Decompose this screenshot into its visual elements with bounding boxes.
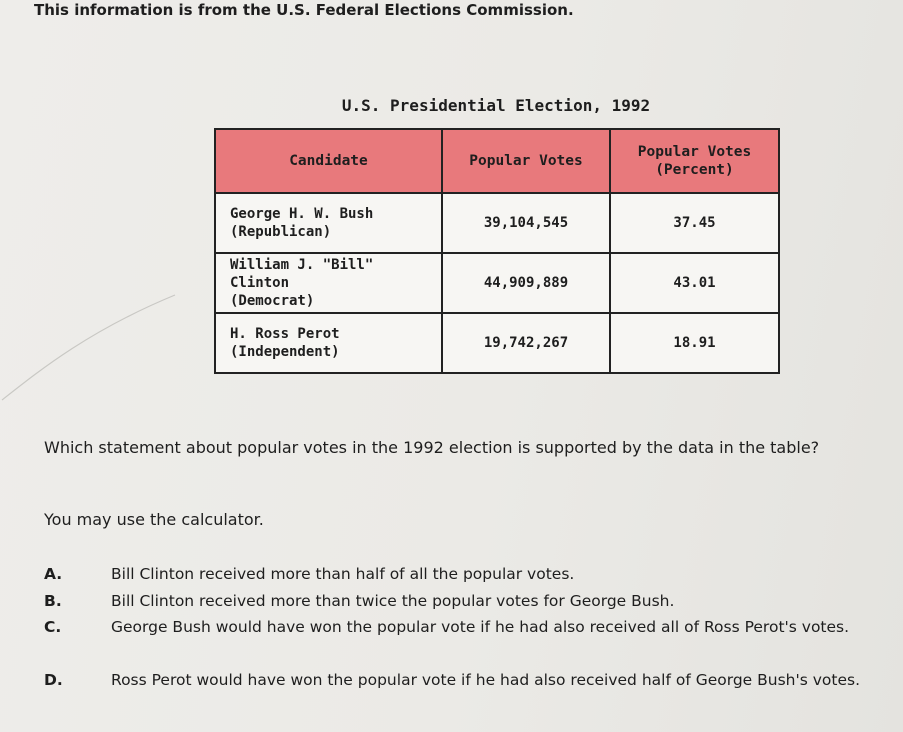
candidate-party: (Independent)	[230, 344, 340, 360]
percent-cell: 37.45	[609, 192, 780, 254]
header-candidate: Candidate	[214, 128, 443, 194]
choice-text: Ross Perot would have won the popular vo…	[111, 671, 861, 689]
calculator-note: You may use the calculator.	[44, 510, 264, 529]
question-text: Which statement about popular votes in t…	[44, 438, 820, 457]
candidate-name: William J. "Bill" Clinton	[230, 257, 374, 291]
table-title: U.S. Presidential Election, 1992	[341, 96, 651, 115]
table-row: George H. W. Bush (Republican) 39,104,54…	[214, 192, 780, 254]
choice-text: Bill Clinton received more than half of …	[111, 565, 575, 583]
candidate-party: (Democrat)	[230, 293, 315, 309]
votes-cell: 39,104,545	[441, 192, 611, 254]
candidate-cell: George H. W. Bush (Republican)	[214, 192, 443, 254]
choice-letter: D.	[44, 671, 63, 689]
table-row: H. Ross Perot (Independent) 19,742,267 1…	[214, 312, 780, 374]
choice-text: Bill Clinton received more than twice th…	[111, 592, 675, 610]
header-popular-votes-percent: Popular Votes (Percent)	[609, 128, 780, 194]
percent-cell: 43.01	[609, 252, 780, 314]
election-results-table: Candidate Popular Votes Popular Votes (P…	[214, 128, 780, 374]
votes-cell: 44,909,889	[441, 252, 611, 314]
candidate-name: George H. W. Bush	[230, 206, 374, 222]
table-row: William J. "Bill" Clinton (Democrat) 44,…	[214, 252, 780, 314]
votes-cell: 19,742,267	[441, 312, 611, 374]
candidate-name: H. Ross Perot	[230, 326, 340, 342]
source-note: This information is from the U.S. Federa…	[34, 1, 574, 19]
choice-letter: C.	[44, 618, 62, 636]
pencil-mark	[1, 294, 176, 401]
answer-choice-d[interactable]: D. Ross Perot would have won the popular…	[44, 667, 884, 693]
candidate-party: (Republican)	[230, 224, 332, 240]
answer-choice-b[interactable]: B. Bill Clinton received more than twice…	[44, 588, 884, 614]
answer-choice-a[interactable]: A. Bill Clinton received more than half …	[44, 561, 884, 587]
header-popular-votes: Popular Votes	[441, 128, 611, 194]
answer-choice-c[interactable]: C. George Bush would have won the popula…	[44, 614, 884, 640]
percent-cell: 18.91	[609, 312, 780, 374]
candidate-cell: H. Ross Perot (Independent)	[214, 312, 443, 374]
choice-letter: B.	[44, 592, 62, 610]
candidate-cell: William J. "Bill" Clinton (Democrat)	[214, 252, 443, 314]
table-header-row: Candidate Popular Votes Popular Votes (P…	[214, 128, 780, 194]
choice-letter: A.	[44, 565, 63, 583]
choice-text: George Bush would have won the popular v…	[111, 618, 850, 636]
